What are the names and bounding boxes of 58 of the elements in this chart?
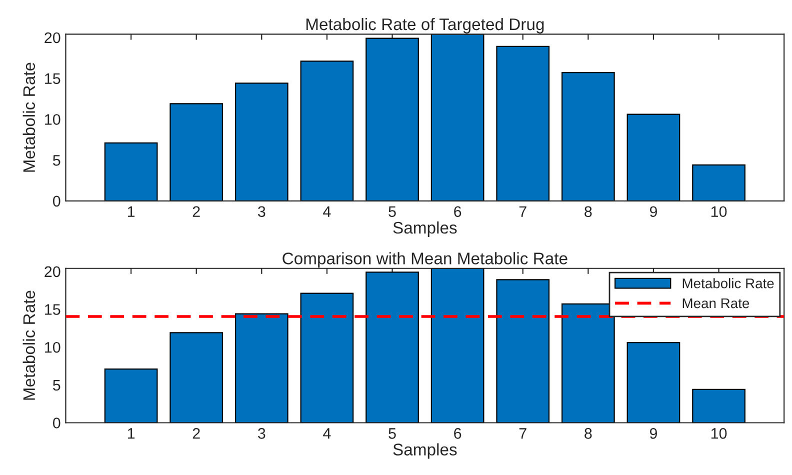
x-tick-label: 7: [519, 428, 526, 439]
bar: [366, 38, 419, 201]
x-tick-label: 2: [192, 206, 200, 217]
bar: [496, 46, 550, 201]
bar: [626, 342, 680, 423]
y-axis-title: Metabolic Rate: [22, 62, 36, 172]
bar: [692, 164, 746, 201]
x-tick-label: 8: [584, 428, 592, 439]
bar: [104, 368, 158, 423]
x-tick-label: 8: [584, 206, 592, 218]
x-tick-label: 4: [323, 206, 331, 217]
chart-title: Comparison with Mean Metabolic Rate: [282, 252, 568, 268]
x-tick-label: 3: [258, 428, 266, 439]
bar: [430, 268, 484, 423]
y-tick-label: 0: [52, 418, 60, 428]
y-tick-label: 5: [52, 155, 60, 166]
bar: [561, 72, 615, 201]
x-tick-label: 1: [128, 206, 135, 217]
x-tick-label: 10: [711, 428, 727, 439]
bar: [234, 313, 288, 423]
x-tick-label: 5: [388, 206, 396, 218]
y-tick-label: 15: [45, 73, 60, 84]
y-axis-title: Metabolic Rate: [22, 290, 36, 400]
x-axis-title: Samples: [393, 221, 457, 237]
legend-label: Mean Rate: [682, 298, 750, 308]
y-tick-label: 10: [45, 114, 60, 125]
y-tick-label: 15: [45, 304, 60, 315]
x-tick-label: 5: [388, 428, 396, 439]
bar: [626, 114, 680, 201]
chart-title: Metabolic Rate of Targeted Drug: [306, 18, 544, 34]
x-tick-label: 9: [650, 428, 657, 439]
bar: [170, 103, 224, 201]
bar: [366, 272, 419, 423]
bar: [170, 332, 224, 423]
x-tick-label: 7: [519, 206, 526, 217]
x-tick-label: 9: [650, 206, 657, 218]
y-tick-label: 20: [44, 32, 60, 44]
y-tick-label: 5: [52, 380, 60, 391]
y-tick-label: 20: [44, 266, 60, 278]
bar: [561, 303, 615, 423]
bar: [692, 388, 746, 423]
x-tick-label: 6: [454, 428, 462, 439]
bar: [234, 82, 288, 201]
x-tick-label: 6: [454, 206, 462, 218]
bar: [104, 142, 158, 201]
bar: [300, 60, 354, 201]
bar: [496, 279, 550, 423]
y-tick-label: 10: [45, 342, 60, 353]
bar: [430, 34, 484, 201]
x-axis-title: Samples: [393, 443, 457, 459]
y-tick-label: 0: [52, 196, 60, 207]
x-tick-label: 2: [192, 428, 200, 439]
x-tick-label: 4: [323, 428, 331, 439]
legend-label: Metabolic Rate: [682, 278, 774, 288]
x-tick-label: 1: [128, 428, 135, 439]
x-tick-label: 10: [711, 206, 727, 218]
x-tick-label: 3: [258, 206, 266, 218]
bar: [300, 292, 354, 423]
